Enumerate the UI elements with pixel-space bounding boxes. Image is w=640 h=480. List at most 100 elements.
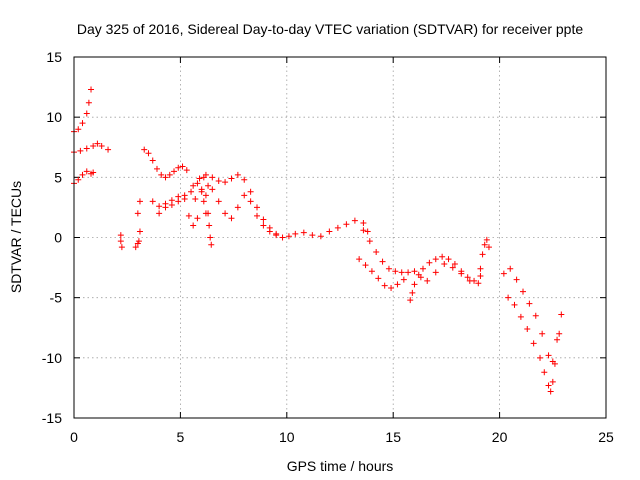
data-point [432,256,439,263]
data-point [254,204,261,211]
y-tick-label: 15 [46,49,62,65]
data-point [326,228,333,235]
data-point [234,171,241,178]
data-point [90,143,97,150]
series-track-o [356,256,407,292]
data-point [94,140,101,147]
data-point [202,192,209,199]
data-point [135,238,142,245]
data-point [409,289,416,296]
data-point [209,186,216,193]
y-tick-label: -15 [42,410,62,426]
data-point [141,146,148,153]
data-point [83,110,90,117]
data-point [200,198,207,205]
data-point [426,259,433,266]
data-point [356,256,363,263]
data-point [79,120,86,127]
data-point [366,238,373,245]
y-tick-label: -5 [50,290,63,306]
data-point [196,175,203,182]
data-point [266,228,273,235]
grid [74,57,606,418]
data-point [520,288,527,295]
data-point [162,174,169,181]
series-track-l [198,186,209,217]
data-point [156,203,163,210]
data-point [90,169,97,176]
data-point [149,198,156,205]
data-point [541,369,548,376]
series-track-h [156,174,207,217]
y-tick-label: 0 [54,230,62,246]
plot-frame [73,56,607,419]
data-point [419,265,426,272]
data-point [558,311,565,318]
data-point [411,281,418,288]
data-point [153,165,160,172]
data-point [407,297,414,304]
data-point [381,282,388,289]
data-point [83,168,90,175]
data-points [71,86,565,395]
data-point [117,232,124,239]
series-track-q [411,260,482,287]
data-point [362,262,369,269]
data-point [209,174,216,181]
data-point [285,233,292,240]
data-point [234,204,241,211]
data-point [273,232,280,239]
data-point [445,256,452,263]
series-track-p [407,253,484,304]
x-tick-label: 5 [177,429,185,445]
data-point [171,168,178,175]
series-track-i [190,171,299,241]
data-point [136,228,143,235]
data-point [241,176,248,183]
data-point [334,224,341,231]
data-point [260,216,267,223]
chart-title: Day 325 of 2016, Sidereal Day-to-day VTE… [77,21,584,37]
data-point [441,260,448,267]
data-point [134,210,141,217]
data-point [198,186,205,193]
data-point [309,232,316,239]
data-point [449,264,456,271]
data-point [532,312,539,319]
series-track-b [71,140,112,156]
data-point [526,300,533,307]
data-point [202,210,209,217]
data-point [162,204,169,211]
data-point [105,146,112,153]
data-point [479,251,486,258]
data-point [300,229,307,236]
y-tick-label: 10 [46,109,62,125]
data-point [439,253,446,260]
data-point [158,171,165,178]
x-tick-label: 20 [492,429,508,445]
data-point [79,171,86,178]
data-point [118,244,125,251]
data-point [207,234,214,241]
series-track-k [202,192,215,248]
data-point [539,330,546,337]
data-point [458,270,465,277]
data-point [260,222,267,229]
series-track-f [141,146,190,181]
data-point [477,265,484,272]
data-point [400,276,407,283]
data-point [551,360,558,367]
series-track-n [360,227,412,276]
data-point [222,179,229,186]
data-point [183,167,190,174]
data-point [537,354,544,361]
data-point [175,198,182,205]
data-point [222,210,229,217]
y-axis-label: SDTVAR / TECUs [8,181,24,293]
data-point [194,180,201,187]
data-point [545,382,552,389]
tick-labels: 0 5 10 15 20 25 -15 -10 -5 0 5 10 15 [42,49,614,445]
x-tick-label: 0 [70,429,78,445]
data-point [241,192,248,199]
